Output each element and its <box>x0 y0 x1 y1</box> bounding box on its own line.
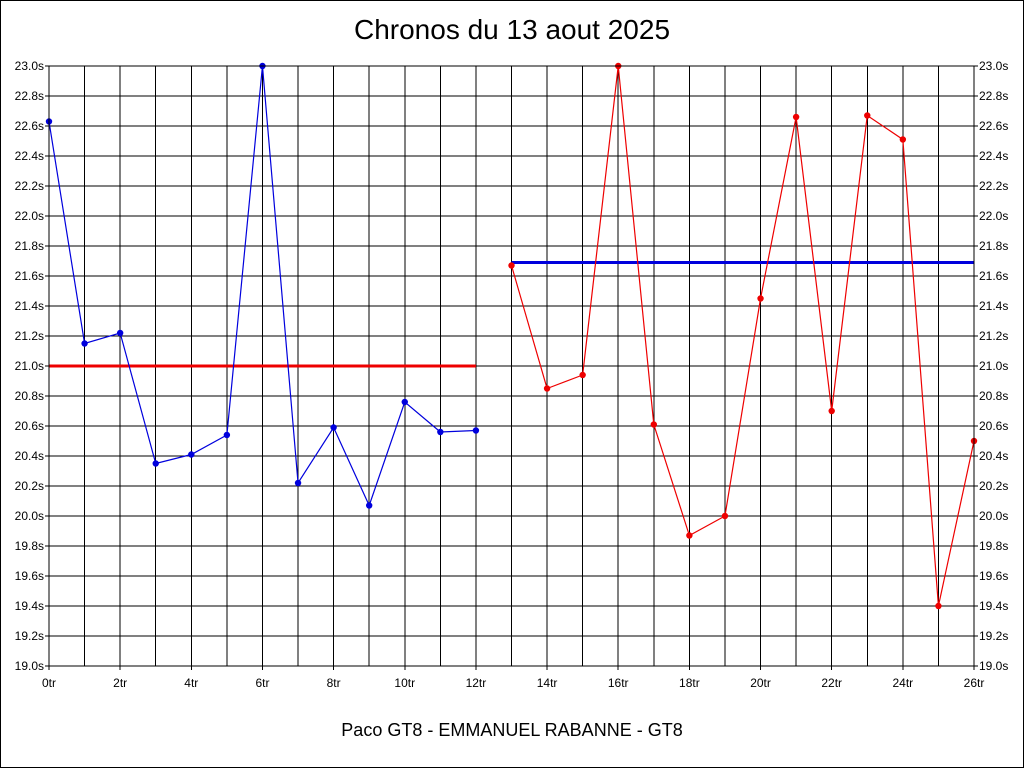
y-tick-label-left: 21.8s <box>15 239 44 253</box>
data-point <box>508 262 515 269</box>
y-tick-label-right: 21.2s <box>979 329 1008 343</box>
x-tick-label: 26tr <box>964 676 985 690</box>
y-tick-label-right: 22.8s <box>979 89 1008 103</box>
data-point <box>294 479 302 487</box>
y-tick-label-right: 21.4s <box>979 299 1008 313</box>
y-tick-label-left: 22.8s <box>15 89 44 103</box>
y-tick-label-left: 22.2s <box>15 179 44 193</box>
data-point <box>579 371 586 379</box>
data-point <box>757 295 764 302</box>
y-tick-label-right: 20.6s <box>979 419 1008 433</box>
y-tick-label-left: 19.8s <box>15 539 44 553</box>
data-point <box>792 113 800 121</box>
data-point <box>899 136 907 143</box>
y-tick-label-left: 20.4s <box>15 449 44 463</box>
y-tick-label-right: 20.8s <box>979 389 1008 403</box>
y-tick-label-left: 20.8s <box>15 389 44 403</box>
x-tick-label: 20tr <box>750 676 771 690</box>
series-lines <box>45 62 978 610</box>
y-tick-label-right: 20.0s <box>979 509 1008 523</box>
data-point <box>686 532 693 539</box>
y-tick-label-left: 19.0s <box>15 659 44 673</box>
data-point <box>828 407 835 415</box>
data-point <box>81 340 88 347</box>
y-tick-label-right: 19.6s <box>979 569 1008 583</box>
data-point <box>152 460 159 467</box>
y-tick-label-right: 20.2s <box>979 479 1008 493</box>
data-point <box>223 431 231 439</box>
data-point <box>721 512 729 520</box>
y-tick-label-right: 23.0s <box>979 59 1008 73</box>
data-point <box>330 424 337 431</box>
x-tick-label: 6tr <box>255 676 269 690</box>
y-tick-label-right: 19.8s <box>979 539 1008 553</box>
y-tick-label-right: 22.2s <box>979 179 1008 193</box>
series-line-2 <box>510 65 975 607</box>
x-tick-label: 24tr <box>893 676 914 690</box>
x-tick-label: 14tr <box>537 676 558 690</box>
y-tick-label-left: 19.6s <box>15 569 44 583</box>
x-axis-label: Paco GT8 - EMMANUEL RABANNE - GT8 <box>341 720 683 740</box>
y-tick-label-right: 20.4s <box>979 449 1008 463</box>
y-tick-label-right: 22.4s <box>979 149 1008 163</box>
data-point <box>365 502 373 509</box>
x-tick-label: 2tr <box>113 676 127 690</box>
y-tick-label-right: 21.0s <box>979 359 1008 373</box>
x-tick-label: 22tr <box>821 676 842 690</box>
y-tick-label-right: 19.0s <box>979 659 1008 673</box>
y-tick-label-right: 19.4s <box>979 599 1008 613</box>
x-tick-label: 8tr <box>327 676 341 690</box>
y-tick-label-left: 22.4s <box>15 149 44 163</box>
data-point <box>401 398 408 406</box>
data-point <box>543 385 551 392</box>
data-point <box>188 451 195 458</box>
data-point <box>650 421 658 428</box>
chart-title: Chronos du 13 aout 2025 <box>353 14 671 45</box>
y-tick-label-right: 19.2s <box>979 629 1008 643</box>
x-tick-label: 0tr <box>42 676 56 690</box>
y-tick-label-right: 22.6s <box>979 119 1008 133</box>
y-tick-label-left: 21.2s <box>15 329 44 343</box>
y-tick-label-left: 20.6s <box>15 419 44 433</box>
y-tick-label-left: 22.6s <box>15 119 44 133</box>
axes: 19.0s 19.0s 19.2s 19.2s 19.4s 19.4s 19.6s 19.6s… <box>15 59 1009 690</box>
y-tick-label-left: 21.6s <box>15 269 44 283</box>
data-point <box>116 329 124 337</box>
y-tick-label-left: 19.4s <box>15 599 44 613</box>
x-tick-label: 12tr <box>466 676 487 690</box>
y-tick-label-left: 21.0s <box>15 359 44 373</box>
y-tick-label-right: 22.0s <box>979 209 1008 223</box>
y-tick-label-left: 20.0s <box>15 509 44 523</box>
reference-lines <box>49 261 974 368</box>
data-point <box>935 602 942 610</box>
y-tick-label-left: 20.2s <box>15 479 44 493</box>
x-tick-label: 4tr <box>184 676 198 690</box>
x-tick-label: 10tr <box>394 676 415 690</box>
y-tick-label-left: 19.2s <box>15 629 44 643</box>
y-tick-label-right: 21.8s <box>979 239 1008 253</box>
data-point <box>437 428 444 436</box>
data-point <box>472 427 480 434</box>
data-point <box>864 112 871 119</box>
y-tick-label-left: 23.0s <box>15 59 44 73</box>
y-tick-label-left: 22.0s <box>15 209 44 223</box>
x-tick-label: 16tr <box>608 676 629 690</box>
plot-area-border <box>48 65 975 667</box>
y-tick-label-right: 21.6s <box>979 269 1008 283</box>
x-tick-label: 18tr <box>679 676 700 690</box>
y-tick-label-left: 21.4s <box>15 299 44 313</box>
